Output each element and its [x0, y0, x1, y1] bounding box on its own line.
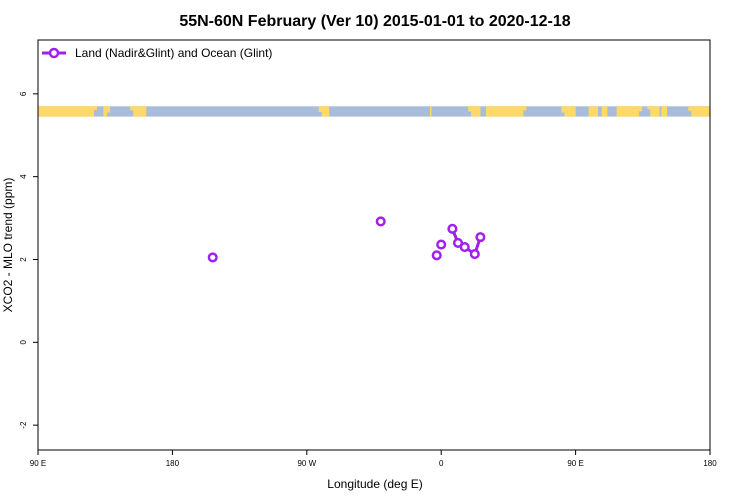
series-points: [207, 216, 486, 263]
map-land: [430, 106, 432, 117]
x-tick-label: 90 E: [30, 459, 46, 468]
map-land-edge: [318, 106, 325, 112]
map-land: [471, 106, 481, 117]
map-land: [661, 106, 668, 117]
y-tick-label: 0: [19, 340, 28, 345]
data-point: [207, 252, 218, 263]
legend-label: Land (Nadir&Glint) and Ocean (Glint): [75, 46, 272, 60]
x-tick-label: 0: [439, 459, 444, 468]
map-land: [38, 106, 94, 117]
map-ocean: [38, 106, 710, 117]
map-land-edge: [104, 106, 111, 113]
map-land-edge: [91, 106, 97, 110]
data-point: [469, 249, 480, 260]
map-land: [588, 106, 598, 117]
chart-title: 55N-60N February (Ver 10) 2015-01-01 to …: [179, 13, 570, 30]
data-point: [459, 242, 470, 253]
map-land: [133, 106, 147, 117]
map-land: [486, 106, 524, 117]
y-tick-label: 6: [19, 91, 28, 96]
map-land: [321, 106, 330, 117]
data-point: [375, 216, 386, 227]
map-land-edge: [688, 106, 695, 111]
map-land: [564, 106, 576, 117]
x-tick-label: 180: [703, 459, 717, 468]
x-tick-label: 180: [166, 459, 180, 468]
map-land: [601, 106, 608, 117]
data-point: [475, 232, 486, 243]
map-land: [616, 106, 640, 117]
plot-frame: [37, 39, 711, 451]
map-land-edge: [468, 106, 475, 112]
map-strip: [38, 106, 710, 117]
y-tick-label: -2: [19, 421, 28, 429]
map-land-edge: [520, 106, 527, 111]
data-point: [447, 223, 458, 234]
map-land: [650, 106, 660, 117]
y-axis-label: XCO2 - MLO trend (ppm): [1, 178, 15, 313]
map-land-edge: [636, 106, 643, 112]
data-point: [452, 237, 464, 248]
map-land-edge: [561, 106, 568, 113]
x-tick-label: 90 W: [297, 459, 316, 468]
legend: Land (Nadir&Glint) and Ocean (Glint): [42, 46, 272, 60]
x-axis-label: Longitude (deg E): [327, 477, 422, 491]
map-land: [691, 106, 710, 117]
data-point: [431, 250, 442, 261]
map-land-edge: [647, 106, 654, 110]
map-land-edge: [130, 106, 137, 111]
axis-ticks: 90 E 180 90 W 0 90 E 180 -2 0 2 4 6: [19, 91, 717, 468]
x-tick-label: 90 E: [567, 459, 583, 468]
legend-marker: [48, 47, 60, 59]
y-tick-label: 4: [19, 174, 28, 179]
data-point: [436, 239, 447, 250]
y-tick-label: 2: [19, 257, 28, 262]
